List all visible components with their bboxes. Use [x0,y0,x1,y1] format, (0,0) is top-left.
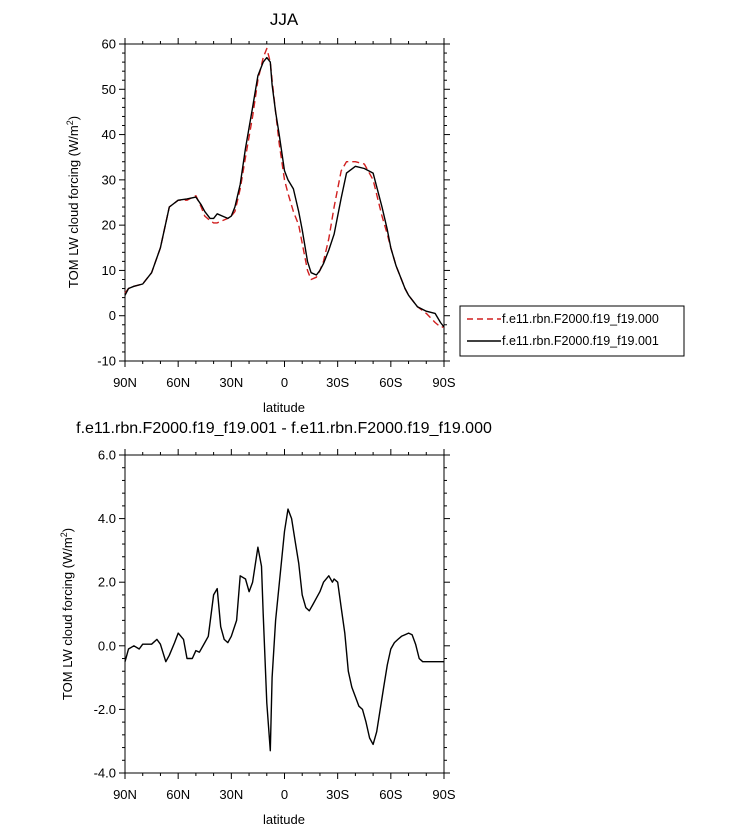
top-x-axis: 90N 60N 30N 0 30S 60S 90S [113,38,456,390]
bottom-chart-title: f.e11.rbn.F2000.f19_f19.001 - f.e11.rbn.… [76,420,492,437]
bottom-x-tick-label: 60S [379,787,402,802]
top-x-tick-label: 60N [166,375,190,390]
top-chart-title: JJA [270,10,299,29]
panel-bottom-chart: f.e11.rbn.F2000.f19_f19.001 - f.e11.rbn.… [59,420,492,827]
legend-label-series-000: f.e11.rbn.F2000.f19_f19.000 [502,312,659,326]
top-x-tick-label: 90N [113,375,137,390]
bottom-x-tick-label: 30S [326,787,349,802]
top-y-axis-label: TOM LW cloud forcing (W/m2) [65,116,81,288]
bottom-y-axis-label: TOM LW cloud forcing (W/m2) [59,528,75,700]
top-x-tick-label: 60S [379,375,402,390]
bottom-x-axis-label: latitude [263,812,305,827]
bottom-series-line-0 [124,508,444,752]
bottom-plot-frame [124,454,445,774]
top-x-tick-label: 30N [219,375,243,390]
top-y-tick-label: 60 [102,37,116,52]
bottom-y-tick-label: -2.0 [94,702,116,717]
top-y-axis-label-sup: 2 [65,120,75,125]
bottom-series-group [124,508,444,752]
bottom-y-tick-label: 2.0 [98,575,116,590]
top-series-line-1 [124,56,445,328]
top-x-tick-label: 90S [432,375,455,390]
panel-top-chart: JJA -10 0 10 20 30 40 50 60 90N 60N 30N 0 30S 60S 90S… [65,10,685,415]
bottom-y-tick-label: 0.0 [98,638,116,653]
top-plot-frame [124,43,445,362]
legend: f.e11.rbn.F2000.f19_f19.000 f.e11.rbn.F2… [459,305,685,357]
top-y-tick-label: 30 [102,172,116,187]
bottom-y-tick-label: 4.0 [98,511,116,526]
bottom-y-tick-label: 6.0 [98,448,116,463]
bottom-x-axis: 90N 60N 30N 0 30S 60S 90S [113,449,456,802]
top-x-tick-label: 30S [326,375,349,390]
top-series-group [124,47,445,328]
top-y-tick-label: 0 [109,308,116,323]
top-y-tick-label: 40 [102,127,116,142]
legend-box [459,305,685,357]
top-x-tick-label: 0 [281,375,288,390]
bottom-x-tick-label: 90N [113,787,137,802]
bottom-x-tick-label: 60N [166,787,190,802]
bottom-y-axis: -4.0 -2.0 0.0 2.0 4.0 6.0 [94,448,450,781]
top-y-axis-label-text: TOM LW cloud forcing (W/m [66,125,81,288]
top-y-tick-label: 20 [102,218,116,233]
top-x-axis-label: latitude [263,400,305,415]
bottom-x-tick-label: 30N [219,787,243,802]
top-y-tick-label: -10 [97,354,116,369]
bottom-x-tick-label: 0 [281,787,288,802]
top-series-line-0 [124,47,444,328]
bottom-y-tick-label: -4.0 [94,766,116,781]
top-y-tick-label: 10 [102,263,116,278]
legend-label-series-001: f.e11.rbn.F2000.f19_f19.001 [502,334,659,348]
top-y-axis: -10 0 10 20 30 40 50 60 [97,37,450,369]
top-y-tick-label: 50 [102,82,116,97]
bottom-x-tick-label: 90S [432,787,455,802]
